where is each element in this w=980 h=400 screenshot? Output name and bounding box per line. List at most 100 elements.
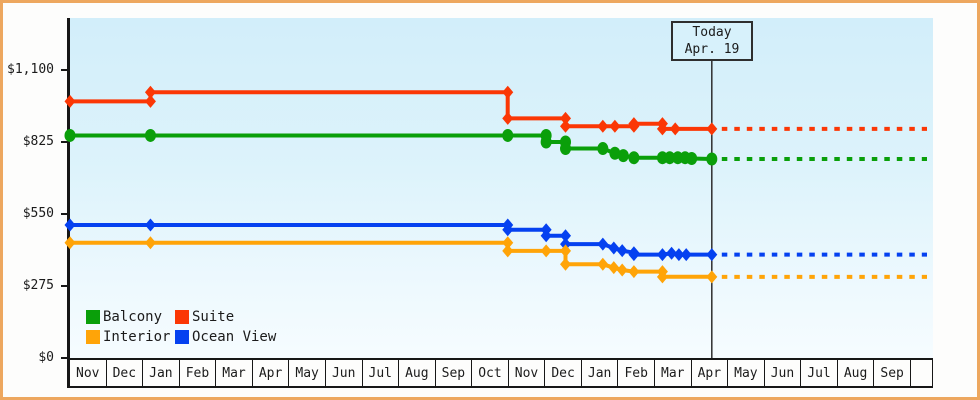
x-axis-month-cell: Apr <box>691 358 729 388</box>
today-label: Today <box>692 25 732 40</box>
data-point-marker <box>608 261 620 275</box>
data-point-marker <box>560 142 572 156</box>
y-axis-tick-label: $825 <box>22 134 54 149</box>
y-axis-tick-mark <box>61 357 68 359</box>
legend-item-ocean-view: Ocean View <box>175 327 276 346</box>
data-point-marker <box>502 244 514 258</box>
data-point-marker <box>706 248 718 262</box>
x-axis-month-cell: Jan <box>581 358 619 388</box>
data-point-marker <box>597 142 609 156</box>
data-point-marker <box>609 119 621 133</box>
data-point-marker <box>597 119 609 133</box>
data-point-marker <box>540 244 552 258</box>
x-axis-month-cell: Jul <box>362 358 400 388</box>
data-point-marker <box>706 152 718 166</box>
legend-item-balcony: Balcony <box>86 307 175 326</box>
data-point-marker <box>560 237 572 251</box>
y-axis-tick-mark <box>61 141 68 143</box>
data-point-marker <box>560 229 572 243</box>
y-axis-line <box>67 18 70 388</box>
x-axis-empty-cell <box>910 358 933 388</box>
data-point-marker <box>628 117 640 131</box>
y-axis-tick-mark <box>61 69 68 71</box>
data-point-marker <box>540 135 552 149</box>
x-axis-month-cell: Oct <box>472 358 509 388</box>
data-point-marker <box>680 248 692 262</box>
data-point-marker <box>502 85 514 99</box>
y-axis-tick-label: $275 <box>22 278 54 293</box>
x-axis-month-cell: Jun <box>764 358 802 388</box>
data-point-marker <box>502 223 514 237</box>
data-point-marker <box>706 122 718 136</box>
data-point-marker <box>144 85 156 99</box>
data-point-marker <box>502 111 514 125</box>
data-point-marker <box>144 218 156 232</box>
chart-legend: Balcony Suite Interior Ocean View <box>86 307 276 346</box>
data-point-marker <box>656 270 668 284</box>
data-point-marker <box>628 248 640 262</box>
data-point-marker <box>540 229 552 243</box>
data-point-marker <box>656 248 668 262</box>
x-axis-month-cell: May <box>728 358 765 388</box>
data-point-marker <box>502 236 514 250</box>
data-point-marker <box>560 257 572 271</box>
x-axis-month-cell: Mar <box>216 358 253 388</box>
data-point-marker <box>64 128 76 142</box>
data-point-marker <box>560 119 572 133</box>
data-point-marker <box>64 236 76 250</box>
legend-item-interior: Interior <box>86 327 175 346</box>
x-axis-month-cell: Dec <box>106 358 144 388</box>
data-point-marker <box>686 151 698 165</box>
suite-color-swatch-icon <box>175 309 189 324</box>
data-point-marker <box>666 246 678 260</box>
x-axis-month-cell: Sep <box>435 358 473 388</box>
data-point-marker <box>560 111 572 125</box>
data-point-marker <box>560 244 572 258</box>
x-axis-month-cell: Jan <box>143 358 180 388</box>
data-point-marker <box>616 244 628 258</box>
x-axis-month-cell: Dec <box>545 358 582 388</box>
x-axis-month-row: Nov Dec Jan Feb Mar Apr May Jun Jul Aug Sep Oct Nov D… <box>70 358 933 388</box>
data-point-marker <box>144 236 156 250</box>
data-point-marker <box>144 128 156 142</box>
today-date: Apr. 19 <box>684 42 740 57</box>
data-point-marker <box>706 270 718 284</box>
chart-plot-area <box>70 18 933 358</box>
x-axis-month-cell: Feb <box>618 358 655 388</box>
data-point-marker <box>628 151 640 165</box>
x-axis-month-cell: Feb <box>179 358 217 388</box>
balcony-color-swatch-icon <box>86 309 100 324</box>
data-point-marker <box>628 265 640 279</box>
x-axis-month-cell: Jun <box>325 358 363 388</box>
data-point-marker <box>609 146 621 160</box>
x-axis-month-cell: Mar <box>655 358 692 388</box>
ocean-view-color-swatch-icon <box>175 329 189 344</box>
legend-label: Balcony <box>103 308 163 325</box>
data-point-marker <box>616 263 628 277</box>
data-point-marker <box>144 94 156 108</box>
today-marker-box: Today Apr. 19 <box>671 21 753 61</box>
x-axis-month-cell: Jul <box>801 358 838 388</box>
data-point-marker <box>502 128 514 142</box>
y-axis-tick-mark <box>61 213 68 215</box>
legend-item-suite: Suite <box>175 307 276 326</box>
x-axis-month-cell: Nov <box>70 358 107 388</box>
x-axis-month-cell: Nov <box>508 358 546 388</box>
interior-color-swatch-icon <box>86 329 100 344</box>
x-axis-month-cell: Apr <box>252 358 290 388</box>
data-point-marker <box>664 151 676 165</box>
data-point-marker <box>64 94 76 108</box>
y-axis-tick-label: $550 <box>22 206 54 221</box>
legend-label: Suite <box>192 308 235 325</box>
y-axis-tick-mark <box>61 285 68 287</box>
data-point-marker <box>656 122 668 136</box>
y-axis-tick-label: $1,100 <box>7 62 54 77</box>
data-point-marker <box>669 122 681 136</box>
data-point-marker <box>64 218 76 232</box>
data-point-marker <box>617 149 629 163</box>
data-point-marker <box>597 237 609 251</box>
x-axis-month-cell: Aug <box>399 358 436 388</box>
x-axis-month-cell: Aug <box>837 358 875 388</box>
data-point-marker <box>597 257 609 271</box>
